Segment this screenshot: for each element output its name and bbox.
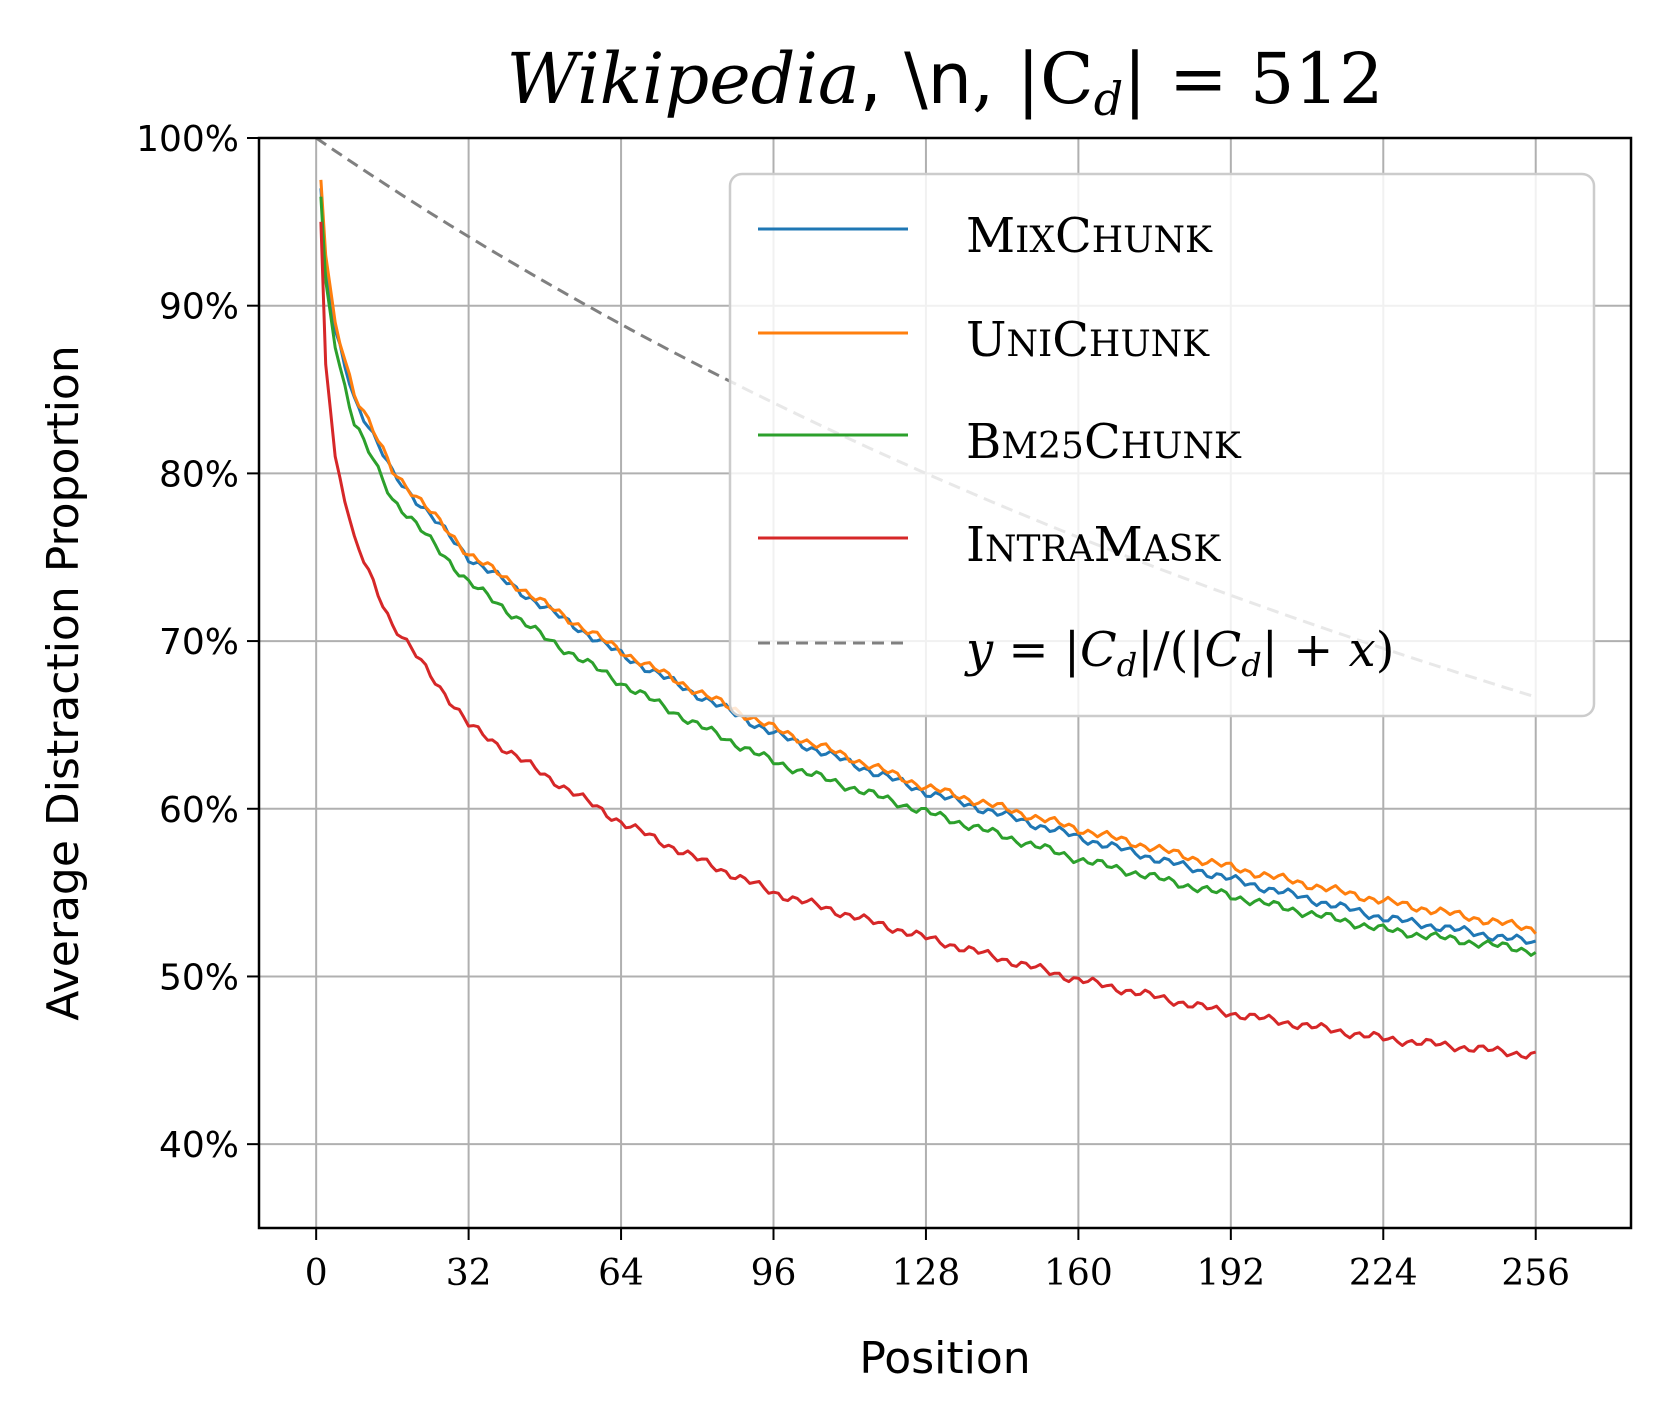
y-tick-label: 70% <box>159 622 239 663</box>
y-axis-label: Average Distraction Proportion <box>38 345 89 1021</box>
x-tick-label: 32 <box>446 1253 492 1294</box>
series-line-mixchunk <box>319 188 1537 945</box>
title-sep-2: , |C <box>972 38 1094 120</box>
y-tick-label: 40% <box>159 1125 239 1166</box>
plot-frame <box>257 136 1633 1230</box>
legend-label-bm25chunk: BM25CHUNK <box>966 414 1242 470</box>
x-tick-label: 96 <box>751 1253 797 1294</box>
legend-label-intramask: INTRAMASK <box>966 517 1221 573</box>
legend-label-reference: y = |Cd|/(|Cd| + x) <box>964 622 1394 684</box>
chart-title: Wikipedia, \n, |Cd| = 512 <box>506 38 1383 126</box>
y-tick-label: 100% <box>136 119 239 160</box>
x-tick-label: 192 <box>1196 1253 1265 1294</box>
title-rest: | = 512 <box>1123 38 1383 120</box>
x-tick-label: 224 <box>1349 1253 1418 1294</box>
x-tick-label: 64 <box>598 1253 644 1294</box>
x-tick-label: 0 <box>305 1253 328 1294</box>
title-dataset: Wikipedia <box>506 38 859 120</box>
series-line-intramask <box>319 221 1537 1060</box>
title-delimiter: \n <box>904 38 972 120</box>
title-sep-1: , <box>860 38 905 120</box>
y-axis-ticks: 40% 50% 60% 70% 80% 90% 100% <box>136 119 259 1166</box>
title-subscript: d <box>1094 72 1123 126</box>
legend-label-unichunk: UNICHUNK <box>966 312 1210 368</box>
x-axis-ticks: 0 32 64 96 128 160 192 224 256 <box>305 1228 1570 1294</box>
series-line-bm25chunk <box>319 196 1537 957</box>
y-tick-label: 50% <box>159 957 239 998</box>
y-tick-label: 60% <box>159 790 239 831</box>
legend-box <box>728 172 1596 718</box>
legend-label-mixchunk: MIXCHUNK <box>966 208 1213 264</box>
y-tick-label: 90% <box>159 287 239 328</box>
x-tick-label: 128 <box>892 1253 961 1294</box>
y-tick-label: 80% <box>159 454 239 495</box>
legend: MIXCHUNK UNICHUNK BM25CHUNK INTRAMASK y … <box>728 172 1596 718</box>
x-tick-label: 160 <box>1044 1253 1113 1294</box>
series-layer <box>315 136 1537 1060</box>
x-tick-label: 256 <box>1501 1253 1570 1294</box>
x-axis-label: Position <box>859 1333 1030 1384</box>
series-line-unichunk <box>319 179 1537 935</box>
